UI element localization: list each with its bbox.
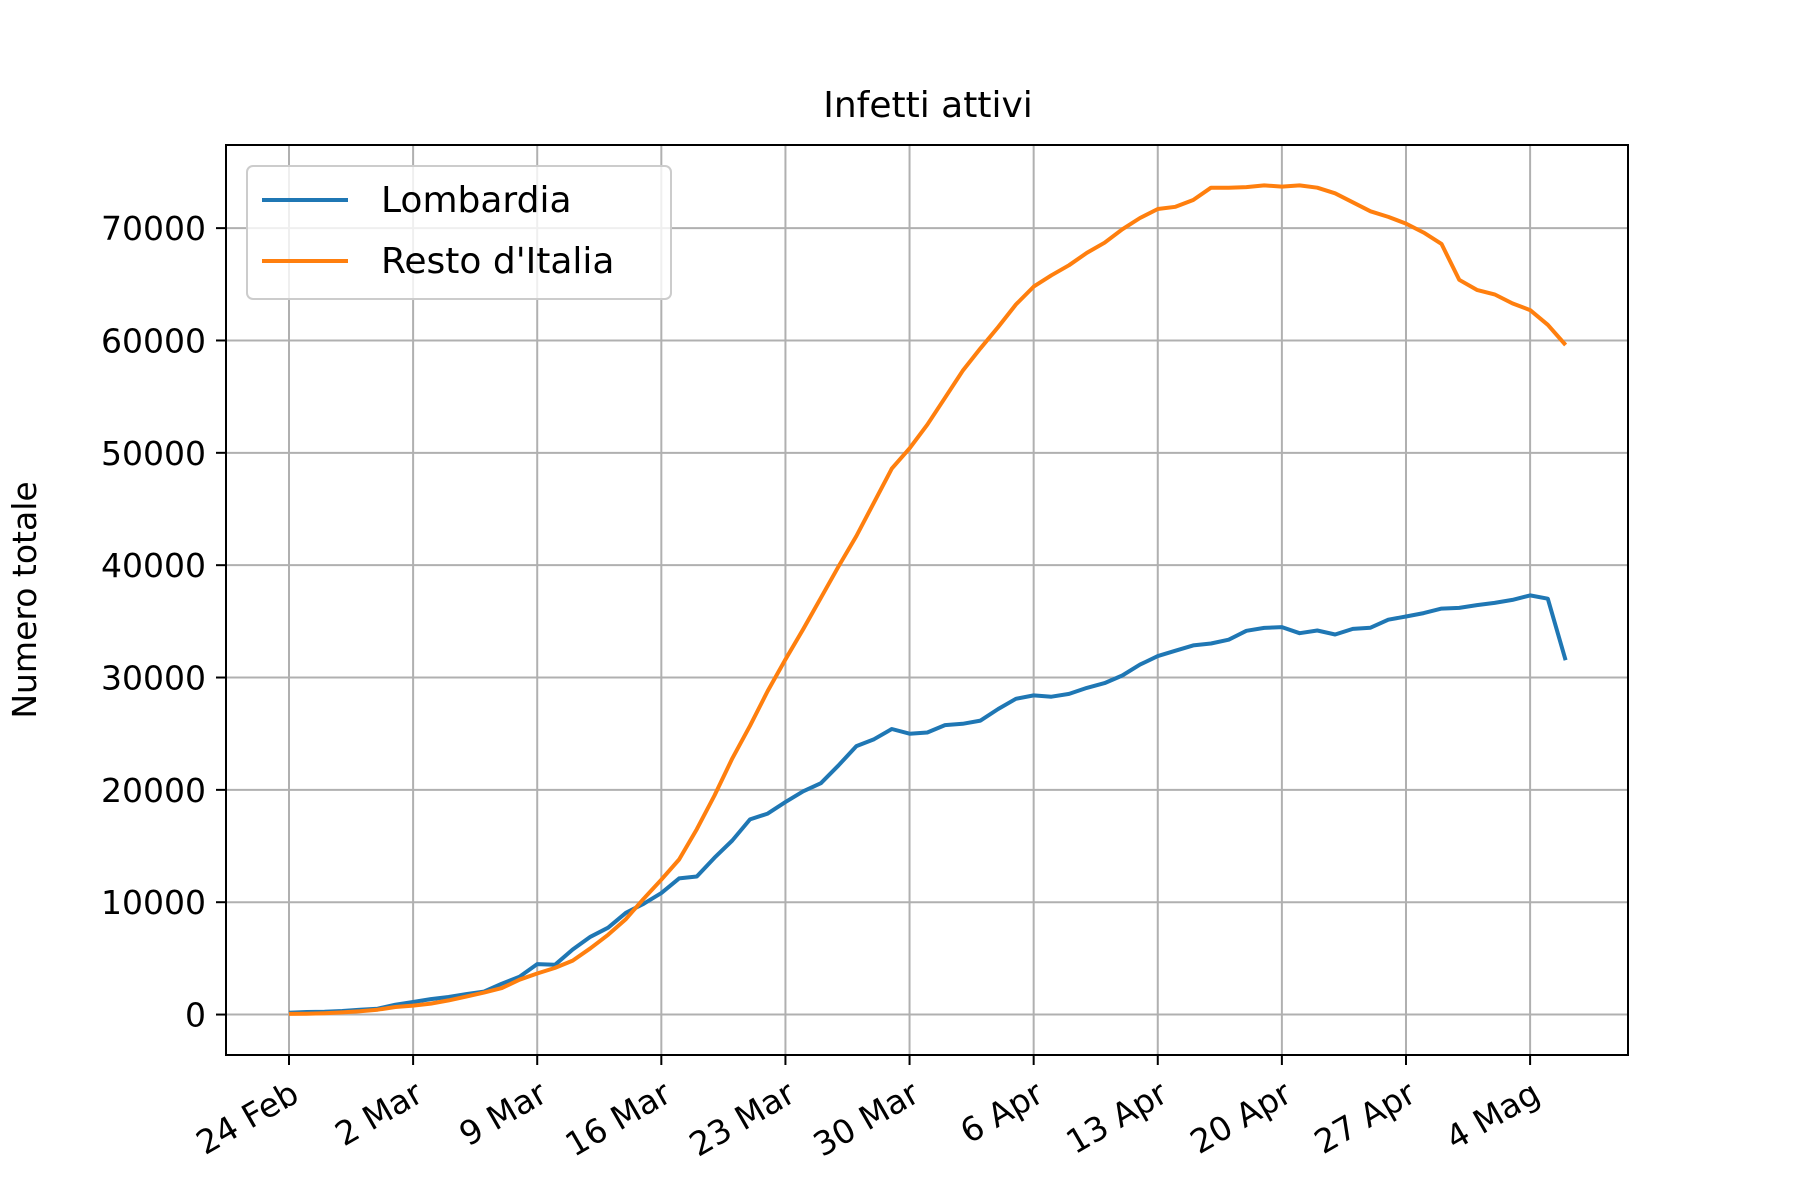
y-axis-label: Numero totale — [5, 481, 44, 718]
x-tick-label: 20 Apr — [1183, 1073, 1298, 1162]
x-tick-label: 27 Apr — [1308, 1073, 1423, 1162]
x-tick-label: 24 Feb — [189, 1073, 305, 1162]
x-tick-label: 13 Apr — [1059, 1073, 1174, 1162]
legend-box — [246, 165, 672, 300]
series-line-resto-italia — [288, 183, 1568, 1016]
y-tick-label: 0 — [185, 996, 206, 1035]
x-tick-label: 9 Mar — [453, 1073, 554, 1154]
x-tick-label: 6 Apr — [953, 1073, 1050, 1151]
series-line-lombardia — [288, 593, 1568, 1015]
legend-label-resto-italia: Resto d'Italia — [381, 241, 615, 282]
y-tick-label: 30000 — [101, 659, 206, 698]
series-lines — [288, 183, 1568, 1016]
y-tick-label: 20000 — [101, 771, 206, 810]
x-tick-label: 4 Mag — [1439, 1073, 1546, 1157]
x-tick-label: 23 Mar — [683, 1073, 802, 1164]
y-tick-label: 10000 — [101, 883, 206, 922]
y-tick-label: 50000 — [101, 434, 206, 473]
y-tick-label: 60000 — [101, 321, 206, 360]
x-axis: 24 Feb 2 Mar 9 Mar 16 Mar 23 Mar 30 Mar 6 Apr 1… — [189, 1055, 1546, 1164]
chart-title: Infetti attivi — [823, 85, 1033, 126]
legend-label-lombardia: Lombardia — [381, 180, 572, 221]
y-tick-label: 40000 — [101, 546, 206, 585]
plot-frame — [225, 144, 1629, 1056]
legend: Lombardia Resto d'Italia — [246, 165, 672, 300]
x-tick-label: 16 Mar — [558, 1073, 677, 1164]
y-tick-label: 70000 — [101, 209, 206, 248]
x-tick-label: 30 Mar — [807, 1073, 926, 1164]
x-tick-label: 2 Mar — [328, 1073, 429, 1154]
y-axis: 0 10000 20000 30000 40000 50000 60000 70000 — [101, 209, 226, 1035]
